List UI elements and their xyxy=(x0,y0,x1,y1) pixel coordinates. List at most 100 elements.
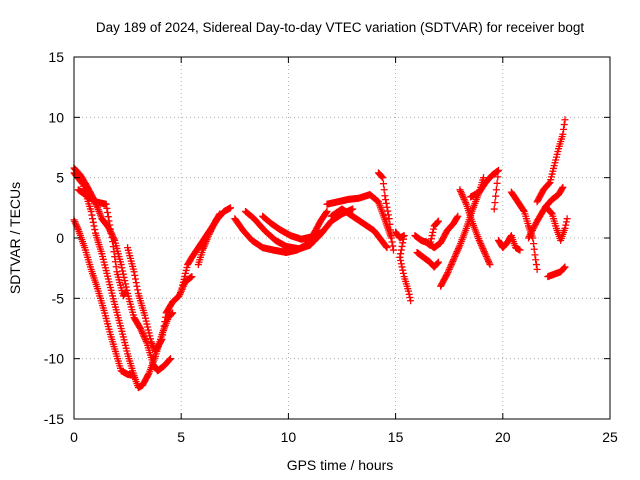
data-point-plus xyxy=(526,231,534,239)
data-point-plus xyxy=(493,179,501,187)
data-point-plus xyxy=(141,334,149,342)
data-point-plus xyxy=(484,256,492,264)
data-point-plus xyxy=(492,186,500,194)
data-point-plus xyxy=(476,238,484,246)
data-point-plus xyxy=(168,310,176,318)
data-point-plus xyxy=(386,220,394,228)
data-point-plus xyxy=(159,331,167,339)
data-point-plus xyxy=(89,215,97,223)
series-arc-j xyxy=(259,212,327,243)
data-point-plus xyxy=(140,333,148,341)
data-point-plus xyxy=(405,290,413,298)
data-point-plus xyxy=(477,240,485,248)
data-point-plus xyxy=(227,204,235,212)
data-point-plus xyxy=(73,222,81,230)
data-point-plus xyxy=(479,244,487,252)
data-point-plus xyxy=(457,187,465,195)
data-point-plus xyxy=(132,279,140,287)
data-point-plus xyxy=(530,245,538,253)
data-point-plus xyxy=(379,174,387,182)
series-arc-w xyxy=(525,183,567,242)
data-point-plus xyxy=(459,194,467,202)
data-point-plus xyxy=(533,265,541,273)
series-arc-e xyxy=(124,244,196,355)
data-point-plus xyxy=(458,191,466,199)
data-point-plus xyxy=(434,259,442,267)
data-point-plus xyxy=(492,192,500,200)
data-point-plus xyxy=(447,262,455,270)
data-point-plus xyxy=(495,166,503,174)
data-point-plus xyxy=(426,241,434,249)
series-arc-s xyxy=(456,186,494,269)
data-point-plus xyxy=(148,339,156,347)
data-point-plus xyxy=(491,199,499,207)
data-point-plus xyxy=(104,213,112,221)
data-point-plus xyxy=(483,254,491,262)
data-point-plus xyxy=(482,253,490,261)
data-point-plus xyxy=(454,244,462,252)
data-point-plus xyxy=(89,218,97,226)
data-point-plus xyxy=(133,282,141,290)
data-point-plus xyxy=(486,261,494,269)
data-point-plus xyxy=(377,172,385,180)
data-point-plus xyxy=(400,232,408,240)
data-point-plus xyxy=(454,246,462,254)
data-point-plus xyxy=(175,292,183,300)
data-point-plus xyxy=(457,189,465,197)
data-point-plus xyxy=(111,253,119,261)
data-point-plus xyxy=(460,195,468,203)
data-point-plus xyxy=(480,174,488,182)
data-point-plus xyxy=(444,267,452,275)
data-point-plus xyxy=(141,336,149,344)
series-arc-n xyxy=(392,228,415,305)
data-point-plus xyxy=(475,236,483,244)
series-arc-q xyxy=(422,217,442,249)
series-arc-b xyxy=(70,169,177,392)
data-point-plus xyxy=(382,196,390,204)
data-point-plus xyxy=(530,240,538,248)
x-tick-label: 20 xyxy=(495,429,511,445)
data-point-plus xyxy=(118,264,126,272)
data-point-plus xyxy=(532,220,540,228)
data-point-plus xyxy=(532,261,540,269)
chart-title: Day 189 of 2024, Sidereal Day-to-day VTE… xyxy=(96,20,584,35)
data-point-plus xyxy=(399,239,407,247)
series-arc-x xyxy=(533,116,569,206)
data-point-plus xyxy=(429,228,437,236)
data-point-plus xyxy=(547,208,555,216)
data-point-plus xyxy=(398,242,406,250)
data-point-plus xyxy=(560,265,568,273)
data-point-plus xyxy=(176,290,184,298)
data-point-plus xyxy=(450,254,458,262)
data-point-plus xyxy=(449,256,457,264)
data-point-plus xyxy=(121,280,129,288)
data-point-plus xyxy=(528,226,536,234)
data-point-plus xyxy=(381,192,389,200)
data-point-plus xyxy=(160,322,168,330)
data-point-plus xyxy=(215,211,223,219)
data-point-plus xyxy=(397,257,405,265)
data-point-plus xyxy=(166,355,174,363)
data-point-plus xyxy=(384,207,392,215)
data-point-plus xyxy=(559,183,567,191)
data-point-plus xyxy=(494,173,502,181)
data-point-plus xyxy=(428,232,436,240)
data-point-plus xyxy=(110,248,118,256)
data-point-plus xyxy=(452,251,460,259)
data-point-plus xyxy=(167,310,175,318)
series-arc-d xyxy=(74,186,129,300)
data-point-plus xyxy=(448,259,456,267)
data-point-plus xyxy=(482,251,490,259)
data-point-plus xyxy=(453,248,461,256)
data-point-plus xyxy=(560,264,568,272)
plot-frame xyxy=(73,56,611,420)
data-point-plus xyxy=(382,199,390,207)
series-arc-t xyxy=(467,166,503,213)
data-point-plus xyxy=(161,318,169,326)
data-point-plus xyxy=(404,287,412,295)
data-point-plus xyxy=(406,294,414,302)
series-arc-c xyxy=(70,216,138,380)
data-point-plus xyxy=(399,266,407,274)
data-point-plus xyxy=(477,241,485,249)
